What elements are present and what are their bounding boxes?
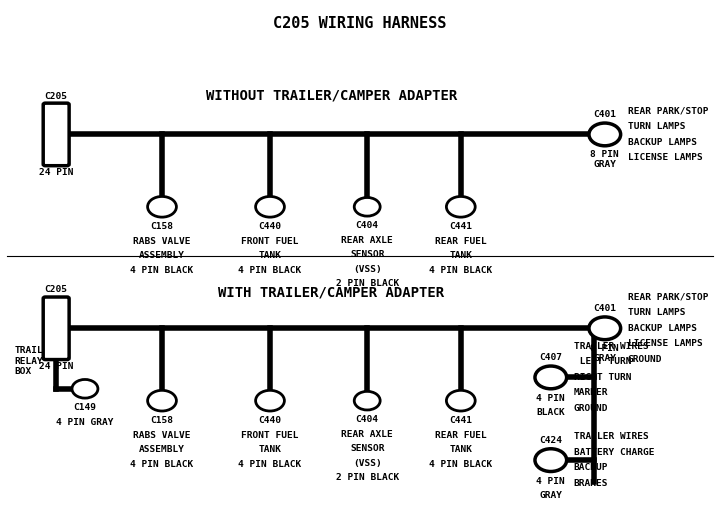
Text: 24 PIN: 24 PIN bbox=[39, 169, 73, 177]
Text: ASSEMBLY: ASSEMBLY bbox=[139, 251, 185, 260]
Circle shape bbox=[535, 449, 567, 472]
Circle shape bbox=[446, 390, 475, 411]
Text: REAR AXLE: REAR AXLE bbox=[341, 236, 393, 245]
Text: 4 PIN BLACK: 4 PIN BLACK bbox=[429, 460, 492, 468]
Circle shape bbox=[148, 196, 176, 217]
Text: C205 WIRING HARNESS: C205 WIRING HARNESS bbox=[274, 16, 446, 31]
Text: C440: C440 bbox=[258, 416, 282, 425]
Text: LICENSE LAMPS: LICENSE LAMPS bbox=[628, 339, 703, 348]
Text: 8 PIN
GRAY: 8 PIN GRAY bbox=[590, 150, 619, 170]
Circle shape bbox=[589, 123, 621, 146]
Text: 4 PIN: 4 PIN bbox=[536, 477, 565, 485]
Text: C404: C404 bbox=[356, 415, 379, 424]
Text: REAR PARK/STOP: REAR PARK/STOP bbox=[628, 293, 708, 302]
Text: TURN LAMPS: TURN LAMPS bbox=[628, 122, 685, 131]
Text: 4 PIN: 4 PIN bbox=[536, 394, 565, 403]
Circle shape bbox=[256, 390, 284, 411]
Text: FRONT FUEL: FRONT FUEL bbox=[241, 431, 299, 439]
Text: BLACK: BLACK bbox=[536, 408, 565, 417]
Text: 4 PIN BLACK: 4 PIN BLACK bbox=[130, 266, 194, 275]
Text: 8 PIN
GRAY: 8 PIN GRAY bbox=[590, 344, 619, 363]
Text: C404: C404 bbox=[356, 221, 379, 230]
Text: BATTERY CHARGE: BATTERY CHARGE bbox=[574, 448, 654, 457]
Text: REAR FUEL: REAR FUEL bbox=[435, 431, 487, 439]
Text: TANK: TANK bbox=[258, 445, 282, 454]
Text: C424: C424 bbox=[539, 436, 562, 445]
Text: C205: C205 bbox=[45, 285, 68, 295]
Text: C407: C407 bbox=[539, 353, 562, 362]
Text: TRAILER
RELAY
BOX: TRAILER RELAY BOX bbox=[14, 346, 55, 376]
Text: C441: C441 bbox=[449, 222, 472, 231]
Text: (VSS): (VSS) bbox=[353, 459, 382, 467]
Text: REAR AXLE: REAR AXLE bbox=[341, 430, 393, 438]
Circle shape bbox=[354, 197, 380, 216]
Text: GROUND: GROUND bbox=[574, 404, 608, 413]
Text: 2 PIN BLACK: 2 PIN BLACK bbox=[336, 279, 399, 288]
Text: TRAILER WIRES: TRAILER WIRES bbox=[574, 432, 649, 442]
Text: WITH TRAILER/CAMPER ADAPTER: WITH TRAILER/CAMPER ADAPTER bbox=[218, 285, 444, 299]
Text: FRONT FUEL: FRONT FUEL bbox=[241, 237, 299, 246]
Text: 4 PIN BLACK: 4 PIN BLACK bbox=[238, 460, 302, 468]
Text: SENSOR: SENSOR bbox=[350, 444, 384, 453]
FancyBboxPatch shape bbox=[43, 297, 69, 360]
Text: 24 PIN: 24 PIN bbox=[39, 362, 73, 371]
Text: TURN LAMPS: TURN LAMPS bbox=[628, 308, 685, 317]
Text: 4 PIN BLACK: 4 PIN BLACK bbox=[238, 266, 302, 275]
Text: BACKUP LAMPS: BACKUP LAMPS bbox=[628, 138, 697, 147]
Circle shape bbox=[446, 196, 475, 217]
Text: C158: C158 bbox=[150, 416, 174, 425]
Text: (VSS): (VSS) bbox=[353, 265, 382, 273]
Text: WITHOUT TRAILER/CAMPER ADAPTER: WITHOUT TRAILER/CAMPER ADAPTER bbox=[206, 88, 456, 103]
Circle shape bbox=[72, 379, 98, 398]
Text: MARKER: MARKER bbox=[574, 388, 608, 398]
Text: 2 PIN BLACK: 2 PIN BLACK bbox=[336, 473, 399, 482]
Text: C158: C158 bbox=[150, 222, 174, 231]
Circle shape bbox=[589, 317, 621, 340]
Text: TRAILER WIRES: TRAILER WIRES bbox=[574, 342, 649, 351]
Text: 4 PIN GRAY: 4 PIN GRAY bbox=[56, 418, 114, 427]
Text: TANK: TANK bbox=[258, 251, 282, 260]
Text: TANK: TANK bbox=[449, 251, 472, 260]
Text: LICENSE LAMPS: LICENSE LAMPS bbox=[628, 153, 703, 162]
Text: SENSOR: SENSOR bbox=[350, 250, 384, 259]
Text: ASSEMBLY: ASSEMBLY bbox=[139, 445, 185, 454]
Text: C205: C205 bbox=[45, 92, 68, 100]
Text: C401: C401 bbox=[593, 110, 616, 119]
FancyBboxPatch shape bbox=[43, 103, 69, 165]
Text: LEFT TURN: LEFT TURN bbox=[574, 357, 631, 367]
Text: BACKUP: BACKUP bbox=[574, 463, 608, 473]
Text: GROUND: GROUND bbox=[628, 355, 662, 364]
Text: 4 PIN BLACK: 4 PIN BLACK bbox=[429, 266, 492, 275]
Text: REAR FUEL: REAR FUEL bbox=[435, 237, 487, 246]
Circle shape bbox=[535, 366, 567, 389]
Text: C149: C149 bbox=[73, 403, 96, 412]
Text: TANK: TANK bbox=[449, 445, 472, 454]
Text: BRAKES: BRAKES bbox=[574, 479, 608, 488]
Circle shape bbox=[148, 390, 176, 411]
Circle shape bbox=[256, 196, 284, 217]
Circle shape bbox=[354, 391, 380, 410]
Text: C441: C441 bbox=[449, 416, 472, 425]
Text: C401: C401 bbox=[593, 304, 616, 313]
Text: BACKUP LAMPS: BACKUP LAMPS bbox=[628, 324, 697, 333]
Text: 4 PIN BLACK: 4 PIN BLACK bbox=[130, 460, 194, 468]
Text: RABS VALVE: RABS VALVE bbox=[133, 237, 191, 246]
Text: REAR PARK/STOP: REAR PARK/STOP bbox=[628, 107, 708, 116]
Text: RABS VALVE: RABS VALVE bbox=[133, 431, 191, 439]
Text: GRAY: GRAY bbox=[539, 491, 562, 500]
Text: C440: C440 bbox=[258, 222, 282, 231]
Text: RIGHT TURN: RIGHT TURN bbox=[574, 373, 631, 382]
